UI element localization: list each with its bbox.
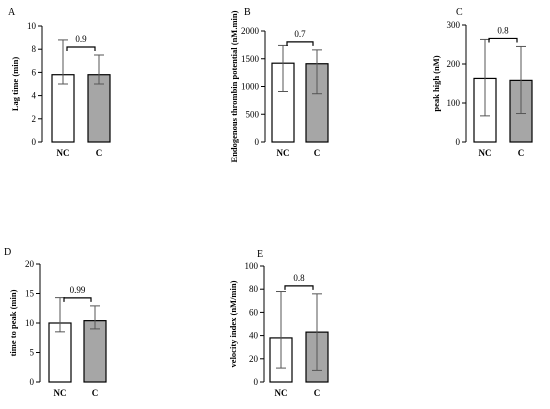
y-tick-label: 100	[447, 98, 461, 108]
panel-label: D	[4, 247, 11, 258]
significance-bracket	[63, 297, 92, 302]
p-value-label: 0.99	[70, 285, 86, 295]
y-tick-label: 200	[447, 59, 461, 69]
category-label: NC	[57, 148, 70, 158]
y-tick-label: 8	[32, 44, 37, 54]
y-tick-label: 40	[249, 331, 259, 341]
y-axis-title: time to peak (min)	[8, 289, 18, 356]
y-tick-label: 0	[456, 137, 461, 147]
y-axis-title: Lag time (min)	[10, 57, 20, 111]
category-label: C	[314, 388, 321, 398]
panel-label: E	[257, 249, 263, 260]
category-label: NC	[54, 388, 67, 398]
y-tick-label: 1500	[241, 54, 260, 64]
p-value-label: 0.7	[294, 29, 306, 39]
y-tick-label: 60	[249, 307, 259, 317]
panel-label: B	[244, 7, 251, 18]
y-axis-title: peak high (nM)	[431, 55, 441, 111]
y-tick-label: 4	[32, 91, 37, 101]
y-axis-title: Endogenous thrombin potential (nM.min)	[229, 10, 239, 162]
significance-bracket	[284, 285, 314, 290]
bar-nc	[51, 74, 75, 143]
y-axis-title: velocity index (nM/min)	[228, 280, 238, 367]
y-tick-label: 20	[249, 354, 259, 364]
y-tick-label: 2	[32, 114, 37, 124]
significance-bracket	[66, 46, 96, 51]
y-tick-label: 500	[246, 109, 260, 119]
panel-label: C	[456, 7, 463, 18]
category-label: NC	[277, 148, 290, 158]
bar-c	[83, 320, 107, 383]
y-tick-label: 1000	[241, 82, 260, 92]
y-tick-label: 80	[249, 284, 259, 294]
category-label: C	[518, 148, 525, 158]
bar-c	[87, 74, 111, 143]
y-tick-label: 0	[254, 377, 259, 387]
significance-bracket	[286, 41, 314, 46]
y-tick-label: 300	[447, 20, 461, 30]
y-tick-label: 0	[255, 137, 260, 147]
y-tick-label: 0	[30, 377, 35, 387]
panel-label: A	[8, 7, 16, 18]
y-tick-label: 10	[25, 318, 35, 328]
y-tick-label: 0	[32, 137, 37, 147]
p-value-label: 0.8	[497, 25, 509, 35]
y-tick-label: 20	[25, 259, 35, 269]
y-tick-label: 15	[25, 289, 35, 299]
category-label: C	[314, 148, 321, 158]
category-label: NC	[275, 388, 288, 398]
category-label: NC	[479, 148, 492, 158]
y-tick-label: 6	[32, 67, 37, 77]
category-label: C	[92, 388, 99, 398]
p-value-label: 0.8	[293, 273, 305, 283]
y-tick-label: 100	[245, 261, 259, 271]
y-tick-label: 10	[27, 21, 37, 31]
category-label: C	[96, 148, 103, 158]
significance-bracket	[488, 37, 518, 43]
y-tick-label: 2000	[241, 26, 260, 36]
y-tick-label: 5	[30, 348, 35, 358]
p-value-label: 0.9	[75, 34, 87, 44]
